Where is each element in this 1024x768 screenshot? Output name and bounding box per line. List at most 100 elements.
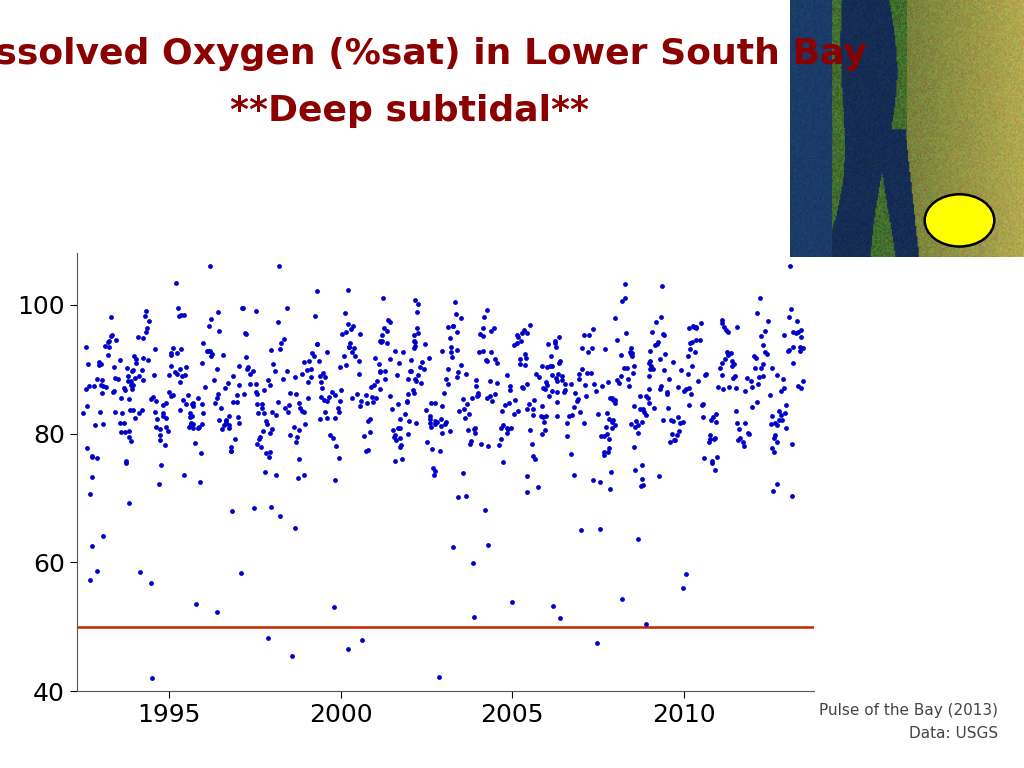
- Point: [750, 306, 766, 319]
- Point: [83, 451, 99, 463]
- Point: [500, 422, 516, 435]
- Point: [218, 414, 234, 426]
- Point: [195, 398, 211, 410]
- Point: [461, 408, 477, 420]
- Point: [757, 346, 773, 358]
- Point: [762, 389, 778, 401]
- Point: [739, 427, 756, 439]
- Point: [621, 380, 637, 392]
- Point: [170, 302, 186, 314]
- Point: [94, 387, 111, 399]
- Point: [637, 390, 653, 402]
- Point: [101, 340, 118, 353]
- Point: [203, 313, 219, 325]
- Point: [664, 428, 680, 440]
- Point: [592, 523, 608, 535]
- Point: [470, 387, 486, 399]
- Point: [163, 360, 179, 372]
- Point: [681, 399, 697, 412]
- Point: [635, 479, 651, 492]
- Point: [778, 399, 795, 411]
- Point: [408, 372, 424, 385]
- Point: [213, 402, 229, 414]
- Point: [412, 361, 428, 373]
- Point: [221, 419, 238, 431]
- Point: [261, 451, 278, 463]
- Point: [484, 395, 501, 407]
- Point: [218, 415, 234, 427]
- Point: [734, 436, 751, 449]
- Point: [243, 378, 259, 390]
- Point: [255, 425, 271, 437]
- Point: [495, 419, 511, 431]
- Point: [473, 439, 489, 451]
- Point: [307, 310, 324, 323]
- Point: [392, 439, 409, 452]
- Point: [98, 381, 115, 393]
- Point: [600, 445, 616, 458]
- Point: [550, 368, 566, 380]
- Point: [304, 347, 321, 359]
- Point: [340, 643, 356, 655]
- Point: [475, 345, 492, 357]
- Point: [494, 406, 510, 418]
- Point: [438, 373, 455, 386]
- Point: [769, 369, 785, 381]
- Point: [221, 409, 238, 422]
- Point: [186, 436, 203, 449]
- Point: [624, 349, 640, 362]
- Point: [670, 380, 686, 392]
- Point: [224, 369, 241, 382]
- Point: [202, 345, 218, 357]
- Point: [781, 311, 798, 323]
- Point: [640, 357, 656, 369]
- Point: [136, 310, 153, 322]
- Point: [354, 634, 371, 646]
- Point: [580, 346, 596, 358]
- Point: [650, 470, 667, 482]
- Point: [271, 343, 288, 356]
- Point: [387, 429, 403, 441]
- Point: [651, 353, 668, 366]
- Point: [409, 306, 425, 319]
- Point: [345, 320, 361, 333]
- Point: [654, 327, 671, 339]
- Point: [252, 432, 268, 444]
- Point: [711, 380, 727, 392]
- Point: [628, 415, 644, 427]
- Point: [331, 406, 347, 419]
- Point: [419, 435, 435, 448]
- Point: [530, 371, 547, 383]
- Point: [437, 416, 454, 429]
- Point: [248, 386, 264, 399]
- Point: [394, 452, 411, 465]
- Point: [291, 424, 307, 436]
- Point: [764, 442, 780, 454]
- Point: [392, 432, 409, 444]
- Point: [616, 278, 633, 290]
- Point: [218, 417, 234, 429]
- Point: [94, 380, 111, 392]
- Point: [421, 353, 437, 365]
- Point: [279, 302, 295, 314]
- Point: [246, 502, 262, 514]
- Point: [575, 329, 592, 341]
- Point: [300, 376, 316, 389]
- Point: [313, 382, 330, 395]
- Point: [750, 396, 766, 409]
- Point: [703, 455, 720, 468]
- Point: [216, 382, 232, 394]
- Point: [662, 436, 678, 449]
- Point: [274, 372, 291, 385]
- Point: [249, 387, 265, 399]
- Point: [386, 431, 402, 443]
- Point: [626, 400, 642, 412]
- Point: [664, 414, 680, 426]
- Point: [790, 315, 806, 327]
- Point: [242, 368, 258, 380]
- Point: [766, 432, 782, 444]
- Point: [467, 422, 483, 435]
- Point: [684, 336, 700, 349]
- Point: [482, 325, 499, 337]
- Point: [427, 415, 443, 427]
